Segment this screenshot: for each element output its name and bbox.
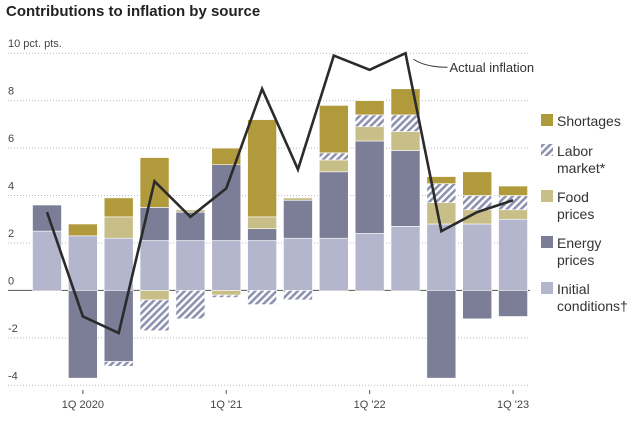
- bar-segment: [175, 240, 206, 291]
- bar-segment: [390, 114, 421, 132]
- bar-segment: [354, 114, 385, 128]
- bar-segment: [139, 240, 170, 291]
- bar-segment: [390, 226, 421, 291]
- bar-segment: [211, 147, 242, 165]
- y-tick-label: 0: [8, 275, 14, 287]
- bar-segment: [498, 290, 528, 317]
- y-tick-label: 6: [8, 133, 14, 145]
- bar-segment: [498, 209, 528, 220]
- y-tick-label: 8: [8, 86, 14, 98]
- bar-segment: [426, 202, 457, 225]
- bar-segment: [247, 290, 277, 305]
- bar-segment: [354, 140, 385, 234]
- bar-segment: [139, 299, 170, 332]
- bar-segment: [247, 240, 277, 291]
- bar-segment: [318, 171, 349, 239]
- legend-label: Initial conditions†: [557, 281, 628, 314]
- bar-segment: [390, 131, 421, 151]
- bar-segment: [211, 240, 242, 291]
- bar-segment: [68, 223, 98, 237]
- x-tick-label: 1Q 2020: [62, 399, 104, 411]
- bar-segment: [211, 164, 242, 241]
- x-tick-label: 1Q '21: [210, 399, 242, 411]
- y-tick-label: 2: [8, 228, 14, 240]
- bar-segment: [32, 204, 62, 232]
- bar-segment: [68, 235, 98, 291]
- bar-segment: [103, 237, 134, 291]
- legend-swatch: [541, 144, 553, 156]
- legend-label: Shortages: [557, 113, 621, 129]
- bar-segment: [247, 228, 277, 241]
- bar-segment: [426, 176, 457, 184]
- x-tick-label: 1Q '23: [497, 399, 529, 411]
- bar-segment: [390, 150, 421, 227]
- bar-segment: [103, 361, 134, 367]
- legend-swatch: [541, 236, 553, 248]
- bar-segment: [498, 218, 528, 291]
- bar-segment: [283, 237, 313, 291]
- bar-segment: [68, 290, 98, 379]
- bar-segment: [139, 290, 170, 301]
- bar-segment: [426, 223, 457, 291]
- y-tick-label: -4: [8, 370, 18, 382]
- chart-title: Contributions to inflation by source: [6, 3, 260, 20]
- legend-label: Food prices: [557, 189, 594, 222]
- bar-segment: [498, 185, 528, 196]
- y-tick-label: -2: [8, 323, 18, 335]
- bar-segment: [103, 216, 134, 239]
- bar-segment: [211, 290, 242, 296]
- bar-segment: [318, 152, 349, 161]
- bar-segment: [354, 233, 385, 291]
- line-series: [45, 51, 514, 335]
- legend-label: Labor market*: [557, 143, 606, 176]
- y-tick-label: 4: [8, 181, 14, 193]
- annotation-leader: [413, 58, 448, 68]
- bar-segment: [175, 290, 206, 320]
- bar-segment: [283, 199, 313, 239]
- bar-segment: [462, 171, 493, 196]
- legend-label: Energy prices: [557, 235, 601, 268]
- legend-swatch: [541, 114, 553, 126]
- bar-segment: [283, 197, 313, 201]
- bar-segment: [247, 119, 277, 218]
- bar-segment: [283, 290, 313, 301]
- x-tick-label: 1Q '22: [354, 399, 386, 411]
- bar-segment: [354, 100, 385, 116]
- bar-segment: [354, 126, 385, 142]
- bar-segment: [247, 216, 277, 230]
- bar-segment: [175, 209, 206, 213]
- bar-segment: [462, 290, 493, 320]
- legend-swatch: [541, 190, 553, 202]
- legend-swatch: [541, 282, 553, 294]
- annotation: Actual inflation: [450, 60, 535, 75]
- bar-segment: [426, 290, 457, 379]
- bar-segment: [103, 197, 134, 218]
- bar-segment: [318, 159, 349, 173]
- bar-segment: [211, 294, 242, 298]
- bar-segment: [318, 105, 349, 154]
- bar-segment: [103, 290, 134, 362]
- bar-segment: [462, 223, 493, 291]
- bar-segment: [318, 237, 349, 291]
- y-tick-label: 10 pct. pts.: [8, 38, 62, 50]
